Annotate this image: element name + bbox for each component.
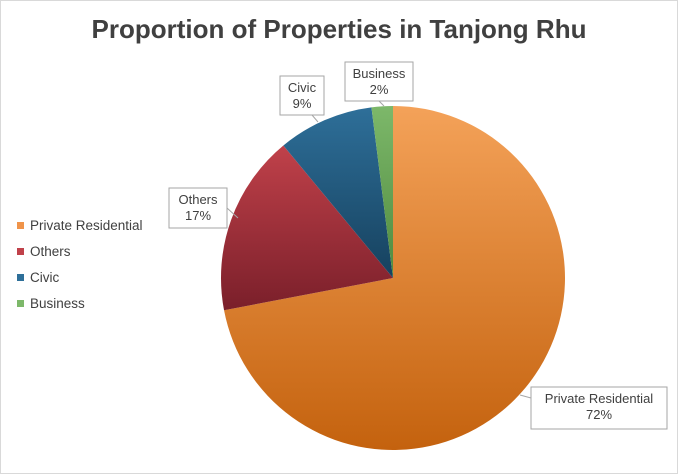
pie-slice-private-residential (224, 106, 565, 450)
pie-slice-business (371, 106, 393, 278)
legend-item-others: Others (17, 238, 143, 264)
legend-swatch (17, 247, 24, 255)
callout-box-private-residential (530, 386, 668, 430)
legend-label: Others (30, 243, 71, 259)
legend-item-private-residential: Private Residential (17, 212, 143, 238)
legend-swatch (17, 221, 24, 229)
callout-leader-private-residential (519, 394, 532, 399)
legend-item-business: Business (17, 290, 143, 316)
data-label-value-private-residential: 72% (586, 407, 612, 422)
legend-label: Civic (30, 269, 60, 285)
legend-label: Business (30, 295, 85, 311)
callout-box-business (344, 61, 414, 102)
data-label-value-others: 17% (185, 208, 211, 223)
data-label-category-business: Business (353, 66, 406, 81)
data-label-category-private-residential: Private Residential (545, 391, 653, 406)
legend-swatch (17, 273, 24, 281)
callout-box-others (168, 187, 228, 229)
legend-label: Private Residential (30, 217, 143, 233)
legend-item-civic: Civic (17, 264, 143, 290)
pie-slice-civic (283, 107, 393, 279)
data-label-value-civic: 9% (293, 96, 312, 111)
callout-box-civic (279, 75, 325, 116)
pie-slice-others (221, 145, 393, 311)
legend-swatch (17, 299, 24, 307)
chart-title: Proportion of Properties in Tanjong Rhu (91, 14, 587, 44)
callout-leader-others (226, 207, 239, 219)
data-label-category-civic: Civic (288, 80, 317, 95)
data-label-value-business: 2% (370, 82, 389, 97)
data-label-category-others: Others (178, 192, 218, 207)
chart-legend: Private Residential Others Civic Busines… (17, 212, 143, 316)
callout-leader-business (378, 100, 385, 107)
callout-leader-civic (311, 114, 319, 123)
